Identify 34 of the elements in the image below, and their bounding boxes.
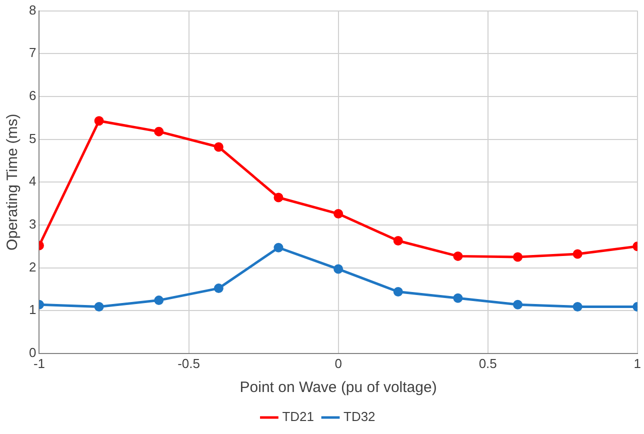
legend-label: TD32 bbox=[344, 409, 376, 424]
point bbox=[513, 300, 523, 310]
point bbox=[154, 126, 164, 136]
point bbox=[94, 302, 104, 312]
y-tick-label: 3 bbox=[28, 216, 36, 232]
legend-label: TD21 bbox=[282, 409, 314, 424]
point bbox=[572, 249, 582, 259]
x-tick-label: 0.5 bbox=[478, 356, 497, 371]
x-tick-label: 0 bbox=[334, 356, 342, 371]
y-tick-label: 8 bbox=[28, 2, 36, 18]
point bbox=[334, 209, 344, 219]
point bbox=[572, 302, 582, 312]
y-tick-label: 7 bbox=[28, 45, 36, 60]
x-tick-label: -0.5 bbox=[178, 356, 200, 371]
y-axis-title: Operating Time (ms) bbox=[4, 114, 22, 250]
point bbox=[214, 142, 224, 152]
y-tick-label: 6 bbox=[28, 88, 36, 104]
point bbox=[393, 286, 403, 296]
y-tick-label: 1 bbox=[28, 302, 36, 318]
point bbox=[453, 251, 463, 261]
x-tick-label: 1 bbox=[634, 356, 641, 371]
point bbox=[154, 296, 164, 306]
y-tick-label: 5 bbox=[28, 130, 36, 146]
y-tick-label: 2 bbox=[28, 259, 36, 274]
point bbox=[274, 192, 284, 202]
point bbox=[513, 252, 523, 262]
point bbox=[274, 242, 284, 252]
point bbox=[393, 236, 403, 246]
point bbox=[214, 284, 224, 294]
y-tick-label: 4 bbox=[28, 174, 36, 189]
point bbox=[334, 264, 344, 274]
point bbox=[453, 293, 463, 303]
x-axis-title: Point on Wave (pu of voltage) bbox=[240, 379, 437, 396]
point bbox=[94, 116, 104, 126]
